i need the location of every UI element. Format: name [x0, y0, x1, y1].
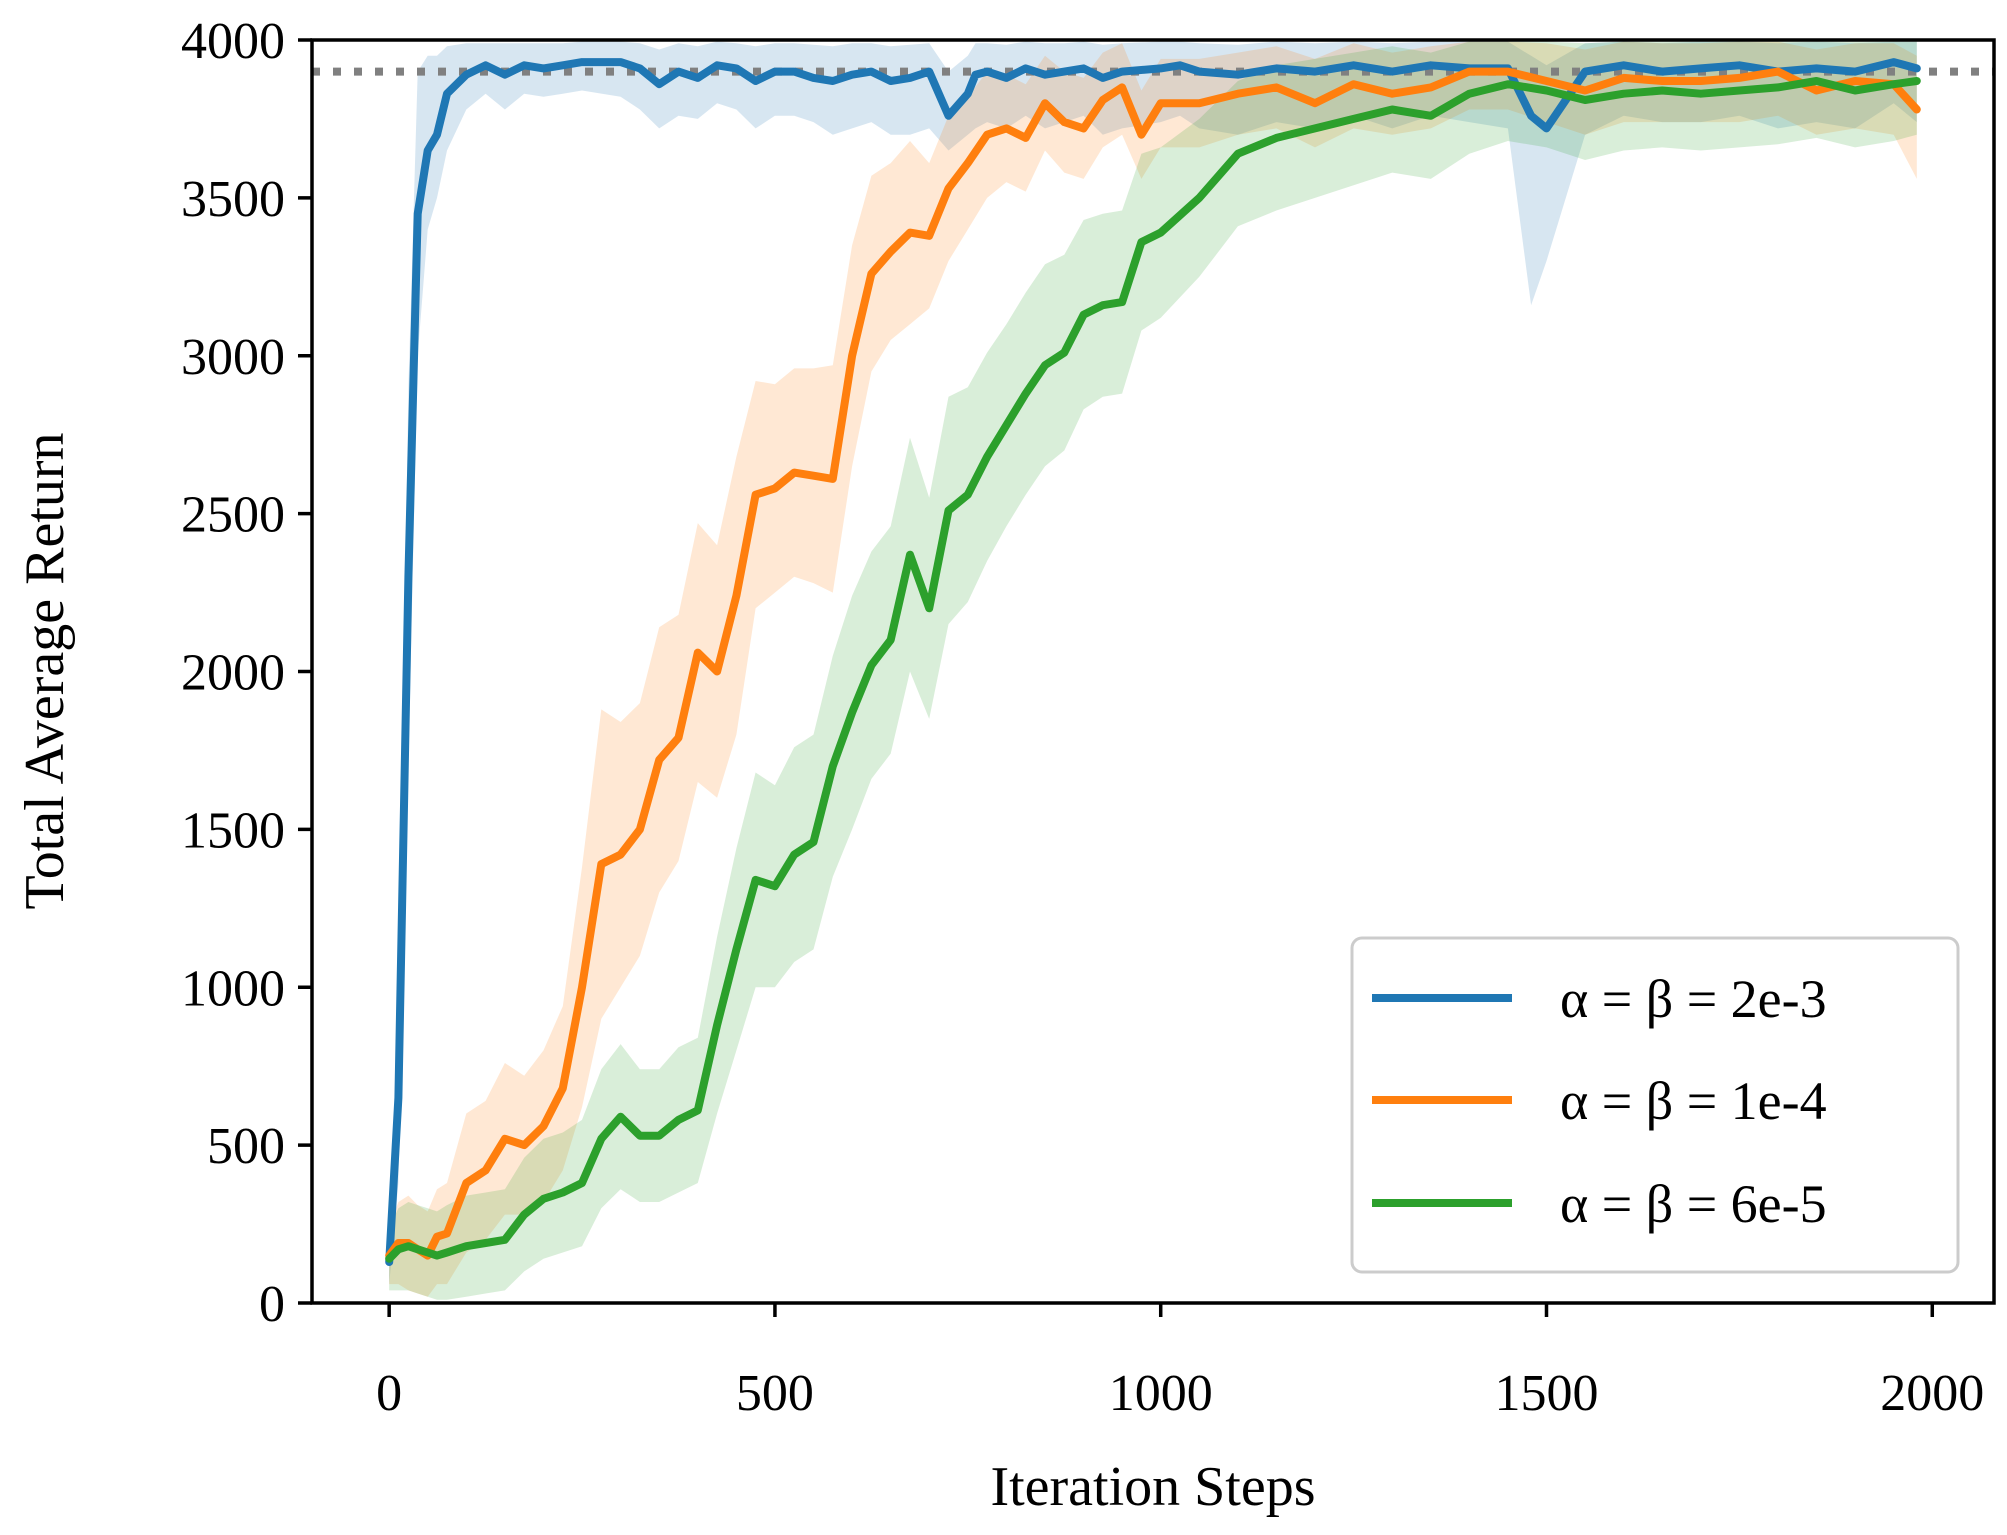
x-tick-label: 2000 [1880, 1365, 1984, 1422]
y-tick-label: 1000 [181, 960, 285, 1017]
line-series-2 [385, 67, 1921, 1260]
y-tick-label: 2000 [181, 645, 285, 702]
series-lines [385, 58, 1921, 1266]
y-tick-label: 0 [259, 1276, 285, 1333]
y-tick-label: 4000 [181, 13, 285, 70]
y-axis-label: Total Average Return [14, 432, 76, 909]
band-series-3 [389, 41, 1917, 1300]
x-tick-label: 1500 [1494, 1365, 1598, 1422]
x-tick-label: 0 [376, 1365, 402, 1422]
y-tick-label: 500 [207, 1118, 285, 1175]
x-tick-label: 1000 [1109, 1365, 1213, 1422]
y-tick-label: 3500 [181, 171, 285, 228]
legend-label-series-1: α = β = 2e-3 [1560, 969, 1827, 1029]
line-series-3 [385, 77, 1921, 1263]
y-tick-label: 1500 [181, 802, 285, 859]
y-tick-label: 3000 [181, 329, 285, 386]
y-axis-ticks: 0 500 1000 1500 2000 2500 3000 3500 4000 [181, 13, 312, 1333]
legend-label-series-2: α = β = 1e-4 [1560, 1071, 1827, 1131]
x-axis-label: Iteration Steps [990, 1456, 1315, 1518]
y-tick-label: 2500 [181, 487, 285, 544]
legend-label-series-3: α = β = 6e-5 [1560, 1174, 1827, 1234]
legend-box [1350, 936, 1960, 1274]
legend: α = β = 2e-3 α = β = 1e-4 α = β = 6e-5 [1350, 936, 1960, 1274]
x-tick-label: 500 [736, 1365, 814, 1422]
line-series-1 [385, 58, 1921, 1266]
x-axis-ticks: 0 500 1000 1500 2000 [376, 1303, 1984, 1422]
